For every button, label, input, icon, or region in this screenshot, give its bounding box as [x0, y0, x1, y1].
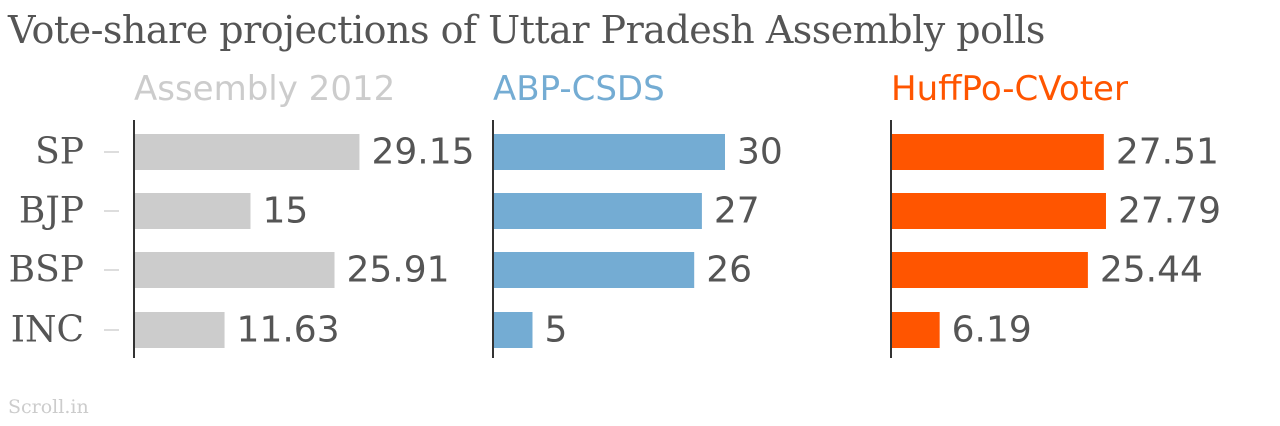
- value-label-abp-csds-inc: 5: [545, 310, 568, 351]
- source-credit: Scroll.in: [8, 396, 89, 418]
- value-label-huffpo-cvoter-bjp: 27.79: [1118, 191, 1221, 232]
- value-label-abp-csds-bjp: 27: [714, 191, 760, 232]
- panel-title-huffpo-cvoter: HuffPo-CVoter: [891, 69, 1128, 109]
- panel-title-assembly-2012: Assembly 2012: [134, 69, 395, 109]
- category-label-sp: SP: [35, 132, 84, 173]
- bar-assembly-2012-bjp: [135, 193, 251, 229]
- category-label-bjp: BJP: [19, 191, 84, 232]
- value-label-assembly-2012-inc: 11.63: [237, 310, 340, 351]
- chart-title: Vote-share projections of Uttar Pradesh …: [8, 8, 1045, 52]
- category-label-bsp: BSP: [9, 250, 84, 291]
- bar-huffpo-cvoter-sp: [892, 134, 1104, 170]
- bar-abp-csds-bsp: [494, 252, 695, 288]
- value-label-abp-csds-bsp: 26: [706, 250, 752, 291]
- category-label-inc: INC: [11, 310, 84, 351]
- bar-assembly-2012-inc: [135, 312, 225, 348]
- value-label-assembly-2012-sp: 29.15: [371, 132, 474, 173]
- value-label-huffpo-cvoter-bsp: 25.44: [1100, 250, 1203, 291]
- bar-abp-csds-inc: [494, 312, 533, 348]
- bar-assembly-2012-bsp: [135, 252, 335, 288]
- bar-huffpo-cvoter-inc: [892, 312, 940, 348]
- bar-abp-csds-sp: [494, 134, 725, 170]
- bar-abp-csds-bjp: [494, 193, 702, 229]
- value-label-assembly-2012-bsp: 25.91: [347, 250, 450, 291]
- bar-huffpo-cvoter-bjp: [892, 193, 1106, 229]
- bar-assembly-2012-sp: [135, 134, 360, 170]
- value-label-abp-csds-sp: 30: [737, 132, 783, 173]
- value-label-huffpo-cvoter-sp: 27.51: [1116, 132, 1219, 173]
- value-label-huffpo-cvoter-inc: 6.19: [952, 310, 1032, 351]
- value-label-assembly-2012-bjp: 15: [263, 191, 309, 232]
- panel-title-abp-csds: ABP-CSDS: [493, 69, 665, 109]
- bar-huffpo-cvoter-bsp: [892, 252, 1088, 288]
